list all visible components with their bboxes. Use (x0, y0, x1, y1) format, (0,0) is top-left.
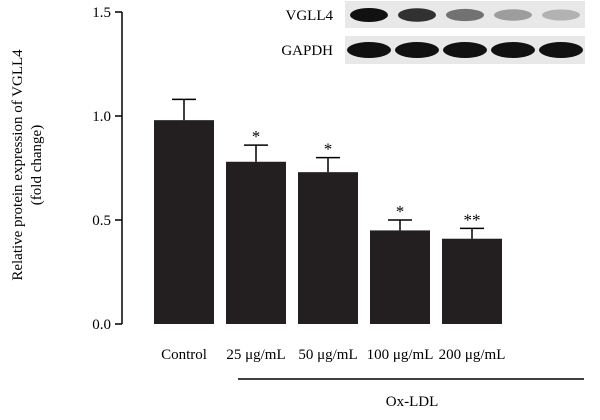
significance-marker: * (396, 202, 405, 221)
bar (298, 172, 358, 324)
blot-band-gapdh (491, 42, 535, 58)
group-label: Ox-LDL (386, 394, 439, 410)
y-tick-label: 1.5 (92, 5, 111, 21)
bar-series: Control * 25 μg/mL * 50 μg/mL * 100 μg/mL ** 200… (154, 98, 506, 363)
chart-axes: 0.0 0.5 1.0 1.5 (92, 5, 123, 333)
y-axis-title-line1: Relative protein expression of VGLL4 (10, 49, 26, 281)
bar (226, 161, 286, 324)
blot-band-vgll4 (350, 8, 388, 22)
blot-band-gapdh (539, 42, 583, 58)
blot-band-vgll4 (446, 8, 484, 22)
bar (154, 120, 214, 324)
bar (370, 230, 430, 324)
blot-band-gapdh (395, 42, 439, 58)
significance-marker: * (252, 127, 261, 146)
blot-band-vgll4 (398, 8, 436, 22)
significance-marker: ** (464, 210, 481, 229)
blot-label-vgll4: VGLL4 (286, 8, 334, 24)
y-axis-title-line2: (fold change) (29, 125, 45, 205)
blot-band-vgll4 (542, 9, 580, 21)
x-tick-label: 200 μg/mL (439, 347, 506, 363)
blot-band-gapdh (443, 42, 487, 58)
blot-label-gapdh: GAPDH (281, 43, 333, 59)
blot-band-vgll4 (494, 9, 532, 21)
significance-marker: * (324, 140, 333, 159)
bar (442, 238, 502, 324)
x-tick-label: 100 μg/mL (367, 347, 434, 363)
x-tick-label: Control (161, 347, 207, 363)
y-tick-label: 1.0 (92, 109, 111, 125)
x-tick-label: 50 μg/mL (298, 347, 357, 363)
western-blot-inset: VGLL4 GAPDH (281, 1, 585, 64)
blot-band-gapdh (347, 42, 391, 58)
x-tick-label: 25 μg/mL (226, 347, 285, 363)
y-tick-label: 0.5 (92, 213, 111, 229)
y-tick-label: 0.0 (92, 317, 111, 333)
